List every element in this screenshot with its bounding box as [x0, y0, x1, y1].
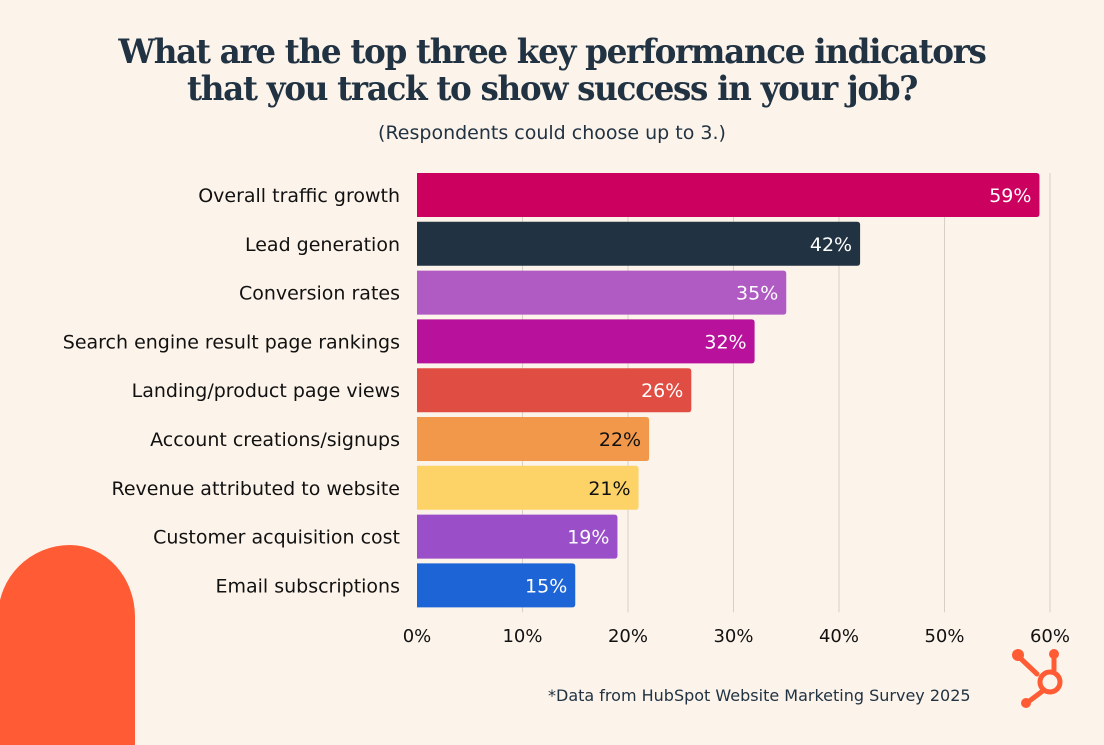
- category-labels: Overall traffic growth Lead generation Con…: [63, 185, 400, 597]
- value-label: 32%: [704, 331, 746, 353]
- category-label: Customer acquisition cost: [153, 527, 400, 549]
- value-label: 59%: [989, 185, 1031, 207]
- value-label: 35%: [736, 283, 778, 305]
- category-label: Email subscriptions: [215, 575, 400, 597]
- bar: [417, 319, 755, 364]
- chart-title: What are the top three key performance i…: [22, 34, 1082, 108]
- bar: [417, 514, 618, 559]
- decorative-orange-arch: [0, 545, 135, 745]
- category-label: Landing/product page views: [132, 380, 400, 402]
- value-label: 19%: [567, 527, 609, 549]
- category-label: Lead generation: [245, 234, 400, 256]
- x-tick-label: 40%: [819, 626, 859, 647]
- value-label: 22%: [599, 429, 641, 451]
- bar: [417, 173, 1040, 217]
- bars: [417, 173, 1040, 608]
- x-tick-label: 30%: [713, 626, 753, 647]
- category-label: Revenue attributed to website: [112, 478, 400, 500]
- category-label: Account creations/signups: [150, 429, 400, 451]
- x-tick-label: 50%: [924, 626, 964, 647]
- value-label: 42%: [810, 234, 852, 256]
- chart-subtitle: (Respondents could choose up to 3.): [378, 122, 726, 144]
- x-tick-label: 20%: [608, 626, 648, 647]
- bar: [417, 368, 692, 413]
- value-labels: 59% 42% 35% 32% 26% 22% 21% 19% 15%: [525, 185, 1031, 597]
- x-tick-label: 10%: [502, 626, 542, 647]
- category-label: Search engine result page rankings: [63, 331, 400, 353]
- x-tick-labels: 0% 10% 20% 30% 40% 50% 60%: [403, 626, 1070, 647]
- bar: [417, 221, 861, 266]
- x-tick-label: 0%: [403, 626, 432, 647]
- bar: [417, 465, 639, 510]
- hubspot-sprocket-icon: [1012, 649, 1063, 708]
- category-label: Overall traffic growth: [198, 185, 400, 207]
- bar: [417, 417, 650, 461]
- category-label: Conversion rates: [239, 283, 400, 305]
- value-label: 15%: [525, 575, 567, 597]
- bar: [417, 270, 787, 315]
- bar: [417, 563, 576, 608]
- value-label: 26%: [641, 380, 683, 402]
- chart-title-line-2: that you track to show success in your j…: [186, 69, 918, 109]
- x-tick-label: 60%: [1030, 626, 1070, 647]
- value-label: 21%: [588, 478, 630, 500]
- source-footnote: *Data from HubSpot Website Marketing Sur…: [548, 686, 971, 705]
- chart-title-line-1: What are the top three key performance i…: [118, 32, 987, 72]
